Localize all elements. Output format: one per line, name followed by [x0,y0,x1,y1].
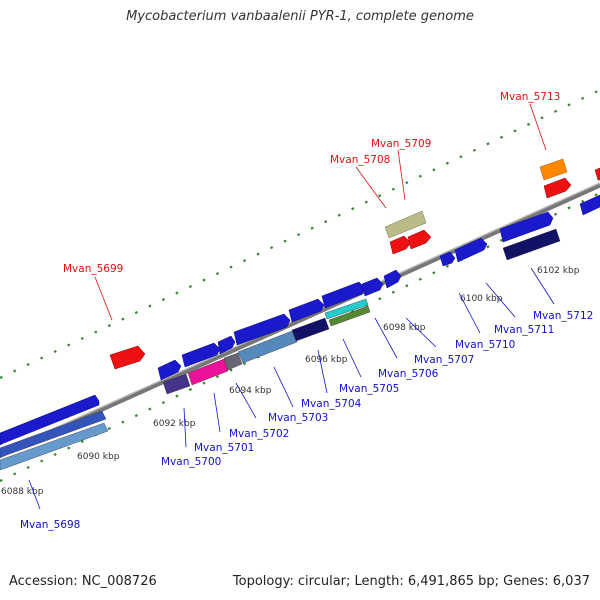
gene-arrow[interactable] [233,313,291,346]
gene-label[interactable]: Mvan_5707 [414,354,474,366]
gene-box[interactable] [0,422,109,471]
genome-title: Mycobacterium vanbaalenii PYR-1, complet… [126,9,474,24]
gene-arrow[interactable] [109,345,146,370]
kbp-label: 6098 kbp [383,323,426,333]
gene-arrow[interactable] [181,342,221,368]
gene-label[interactable]: Mvan_5702 [229,428,289,440]
gene-label[interactable]: Mvan_5711 [494,324,554,336]
genome-summary: Topology: circular; Length: 6,491,865 bp… [232,574,590,589]
gene-arrow[interactable] [407,229,432,250]
kbp-label: 6090 kbp [77,452,120,462]
forward-strand [0,194,600,446]
gene-arrow[interactable] [0,394,100,446]
gene-box[interactable] [0,410,107,459]
gene-label[interactable]: Mvan_5712 [533,310,593,322]
kbp-label: 6094 kbp [229,386,272,396]
gene-box[interactable] [384,210,427,239]
gene-arrow[interactable] [389,235,412,255]
kbp-label: 6100 kbp [460,294,503,304]
gene-label[interactable]: Mvan_5705 [339,383,399,395]
gene-arrow[interactable] [288,298,325,323]
gene-label[interactable]: Mvan_5708 [330,154,390,166]
gene-arrow[interactable] [543,177,572,199]
kbp-label: 6092 kbp [153,419,196,429]
gene-box[interactable] [324,298,369,320]
gene-arrow[interactable] [454,237,488,263]
gene-arrow[interactable] [217,335,236,355]
gene-label[interactable]: Mvan_5704 [301,398,362,410]
gene-box[interactable] [291,317,330,342]
scale-labels: 6088 kbp 6090 kbp 6092 kbp 6094 kbp 6096… [1,266,580,497]
kbp-label: 6102 kbp [537,266,580,276]
gene-label[interactable]: Mvan_5713 [500,91,560,103]
gene-box[interactable] [539,158,568,181]
gene-box[interactable] [502,228,561,261]
gene-arrow[interactable] [383,269,402,289]
reverse-gene-labels: Mvan_5698 Mvan_5700 Mvan_5701 Mvan_5702 … [20,310,593,531]
gene-label[interactable]: Mvan_5703 [268,412,328,424]
gene-box[interactable] [237,330,298,364]
gene-arrow[interactable] [579,194,600,216]
gene-arrow[interactable] [361,277,384,297]
gene-arrow[interactable] [157,359,182,381]
accession-label: Accession: NC_008726 [9,574,157,589]
leader-lines [28,103,555,510]
gene-label[interactable]: Mvan_5698 [20,519,80,531]
gene-label[interactable]: Mvan_5700 [161,456,221,468]
gene-arrow[interactable] [499,211,554,243]
gene-label[interactable]: Mvan_5706 [378,368,439,380]
gene-label[interactable]: Mvan_5710 [455,339,515,351]
forward-outer-genes [109,158,600,370]
reverse-strand [0,228,561,471]
gene-arrow[interactable] [439,251,456,267]
gene-label[interactable]: Mvan_5709 [371,138,431,150]
gene-label[interactable]: Mvan_5699 [63,263,123,275]
kbp-label: 6088 kbp [1,487,44,497]
gene-box[interactable] [162,373,191,395]
kbp-label: 6096 kbp [305,355,348,365]
forward-gene-labels: Mvan_5699 Mvan_5708 Mvan_5709 Mvan_5713 [63,91,560,275]
gene-box[interactable] [223,352,243,371]
gene-arrow[interactable] [594,167,600,181]
gene-label[interactable]: Mvan_5701 [194,442,254,454]
gene-box[interactable] [187,358,229,386]
gene-box[interactable] [328,305,371,327]
